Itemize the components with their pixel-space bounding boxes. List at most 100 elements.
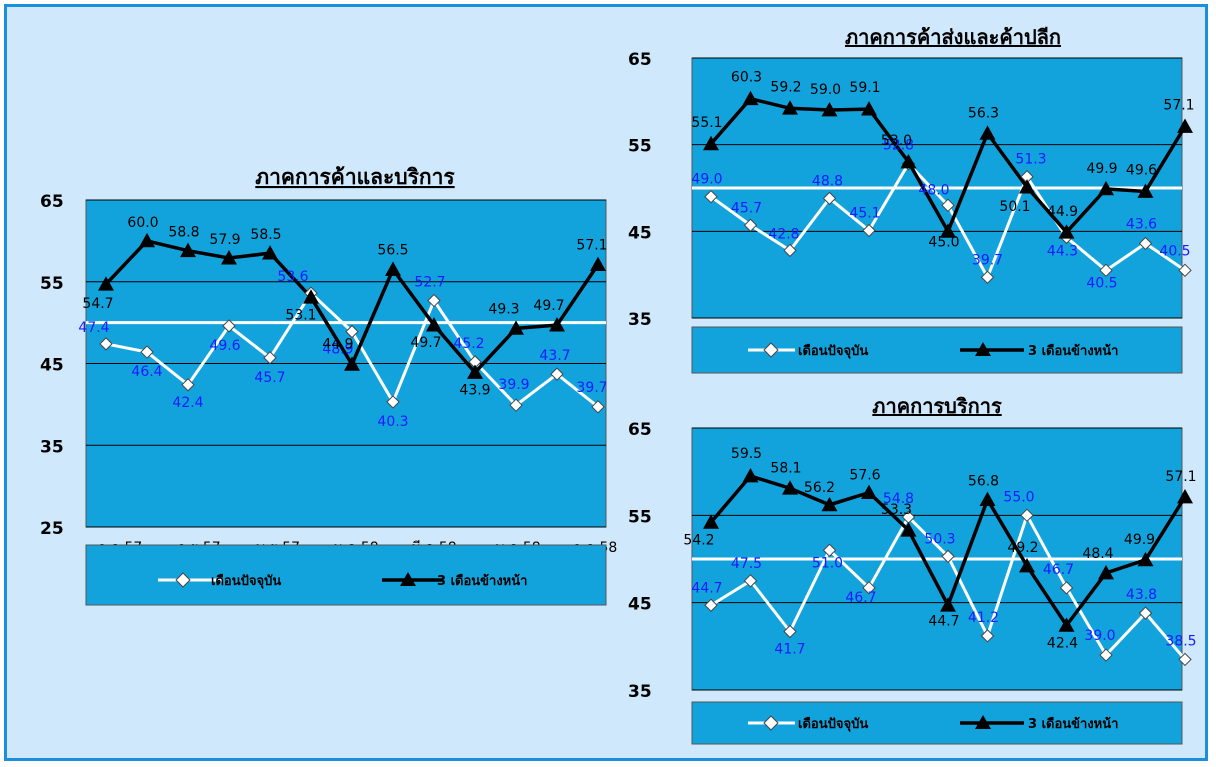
marker-current bbox=[181, 378, 195, 392]
chart-2: 35 45 55 65 ภาคการค้าส่งและค้าปลีก 49.0 45.7 42… bbox=[628, 25, 1195, 374]
y-tick-label: 35 bbox=[628, 310, 652, 330]
data-label-current: 45.7 bbox=[731, 200, 762, 216]
data-label-forecast: 57.1 bbox=[1165, 469, 1196, 485]
data-label-forecast: 56.2 bbox=[804, 480, 835, 496]
marker-current bbox=[591, 400, 605, 414]
data-label-forecast: 60.3 bbox=[731, 70, 762, 86]
marker-forecast bbox=[549, 317, 565, 332]
marker-current bbox=[941, 549, 955, 564]
data-label-current: 39.0 bbox=[1084, 628, 1115, 644]
marker-forecast bbox=[98, 276, 114, 291]
data-label-forecast: 60.0 bbox=[127, 215, 158, 231]
legend-label-forecast: 3 เดือนข้างหน้า bbox=[1028, 716, 1118, 732]
marker-forecast bbox=[979, 491, 996, 507]
marker-forecast bbox=[742, 468, 759, 483]
y-tick-label: 35 bbox=[628, 682, 652, 702]
data-label-current: 45.2 bbox=[453, 336, 484, 352]
data-label-current: 52.7 bbox=[414, 275, 445, 291]
data-label-forecast: 59.2 bbox=[770, 79, 801, 95]
marker-forecast bbox=[1019, 179, 1035, 194]
legend: เดือนปัจจุบัน 3 เดือนข้างหน้า bbox=[691, 701, 1183, 745]
data-label-current: 43.8 bbox=[1126, 587, 1157, 603]
marker-forecast bbox=[221, 250, 237, 265]
marker-current bbox=[222, 319, 236, 333]
data-label-forecast: 59.0 bbox=[810, 82, 841, 98]
marker-current bbox=[862, 223, 876, 238]
data-label-current: 52.8 bbox=[883, 138, 914, 154]
data-label-current: 53.6 bbox=[277, 269, 308, 285]
marker-forecast bbox=[344, 356, 360, 371]
data-label-forecast: 48.4 bbox=[1082, 546, 1113, 562]
marker-forecast bbox=[821, 102, 838, 117]
legend-box bbox=[85, 544, 607, 606]
data-label-current: 44.3 bbox=[1047, 243, 1078, 259]
data-label-current: 48.0 bbox=[918, 182, 949, 198]
marker-current bbox=[980, 629, 995, 643]
y-tick-label: 55 bbox=[628, 137, 652, 157]
marker-forecast bbox=[1058, 617, 1075, 632]
data-label-current: 38.5 bbox=[1165, 633, 1196, 649]
data-label-forecast: 53.1 bbox=[285, 307, 316, 323]
data-label-current: 48.8 bbox=[812, 173, 843, 189]
data-label-forecast: 50.1 bbox=[999, 199, 1030, 215]
marker-current bbox=[1059, 581, 1074, 595]
marker-forecast bbox=[821, 496, 838, 512]
marker-current bbox=[822, 191, 837, 206]
legend-marker-current bbox=[763, 342, 779, 358]
data-label-current: 42.8 bbox=[768, 226, 799, 242]
marker-forecast bbox=[1019, 557, 1035, 573]
legend-marker-forecast bbox=[400, 572, 416, 586]
data-label-current: 40.5 bbox=[1159, 243, 1190, 259]
data-label-current: 39.9 bbox=[498, 377, 529, 393]
y-tick-label: 25 bbox=[40, 519, 64, 539]
data-label-current: 51.3 bbox=[1015, 152, 1046, 168]
data-label-forecast: 56.5 bbox=[377, 242, 408, 258]
data-label-forecast: 58.1 bbox=[770, 460, 801, 476]
marker-forecast bbox=[180, 242, 196, 258]
legend: เดือนปัจจุบัน 3 เดือนข้างหน้า bbox=[691, 326, 1183, 374]
marker-current bbox=[509, 398, 523, 412]
data-label-current: 50.3 bbox=[924, 531, 955, 547]
data-label-current: 40.5 bbox=[1086, 275, 1117, 291]
data-label-forecast: 45.0 bbox=[928, 234, 959, 250]
legend-label-forecast: 3 เดือนข้างหน้า bbox=[437, 573, 527, 589]
marker-current bbox=[427, 293, 441, 308]
data-label-forecast: 49.2 bbox=[1007, 540, 1038, 556]
legend-marker-current bbox=[175, 572, 191, 588]
y-tick-label: 45 bbox=[40, 356, 64, 376]
data-label-forecast: 49.9 bbox=[1124, 532, 1155, 548]
legend-label-forecast: 3 เดือนข้างหน้า bbox=[1028, 343, 1118, 359]
data-label-current: 39.7 bbox=[972, 252, 1003, 268]
marker-current bbox=[1138, 606, 1153, 620]
data-label-current: 49.6 bbox=[209, 338, 240, 354]
marker-forecast bbox=[1058, 224, 1075, 239]
marker-forecast bbox=[1098, 180, 1114, 196]
data-label-forecast: 58.5 bbox=[250, 227, 281, 243]
legend-marker-forecast bbox=[975, 715, 991, 729]
data-label-current: 45.1 bbox=[849, 205, 880, 221]
legend-marker-forecast bbox=[975, 342, 991, 356]
marker-current bbox=[783, 624, 797, 639]
legend-label-current: เดือนปัจจุบัน bbox=[211, 573, 281, 589]
marker-current bbox=[704, 189, 718, 204]
data-label-forecast: 43.9 bbox=[459, 382, 490, 398]
data-label-current: 46.7 bbox=[845, 590, 876, 606]
data-label-current: 47.4 bbox=[78, 320, 109, 336]
marker-forecast bbox=[900, 522, 917, 537]
marker-current bbox=[1099, 263, 1113, 278]
data-label-current: 47.5 bbox=[731, 556, 762, 572]
data-label-current: 44.7 bbox=[691, 580, 722, 596]
marker-forecast bbox=[703, 135, 719, 151]
marker-forecast bbox=[742, 90, 759, 106]
data-label-forecast: 59.1 bbox=[849, 80, 880, 96]
marker-forecast bbox=[1177, 118, 1193, 133]
marker-forecast bbox=[1177, 488, 1193, 504]
marker-current bbox=[862, 581, 876, 595]
marker-forecast bbox=[385, 261, 401, 276]
y-tick-label: 55 bbox=[628, 507, 652, 527]
data-label-current: 54.8 bbox=[883, 491, 914, 507]
data-label-forecast: 56.8 bbox=[968, 474, 999, 490]
data-label-current: 43.6 bbox=[1126, 216, 1157, 232]
data-label-current: 43.7 bbox=[539, 348, 570, 364]
marker-forecast bbox=[940, 223, 956, 238]
